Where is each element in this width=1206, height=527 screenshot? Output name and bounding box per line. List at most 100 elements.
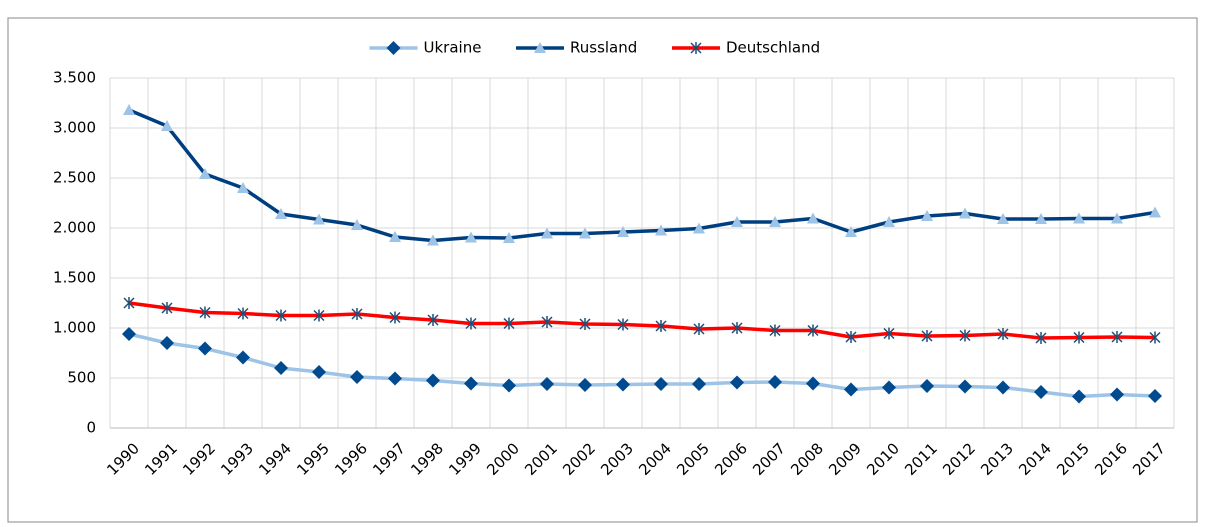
- marker-triangle: [845, 226, 857, 237]
- y-tick-label: 0: [86, 419, 96, 437]
- marker-asterisk: [351, 308, 363, 320]
- marker-diamond: [730, 375, 744, 390]
- legend-label: Deutschland: [726, 39, 820, 57]
- marker-asterisk: [1073, 331, 1085, 344]
- marker-asterisk: [959, 329, 971, 342]
- marker-triangle: [351, 219, 363, 230]
- marker-asterisk: [690, 42, 702, 54]
- marker-diamond: [426, 373, 440, 388]
- marker-asterisk: [161, 302, 173, 314]
- marker-diamond: [882, 380, 896, 395]
- marker-asterisk: [465, 317, 477, 330]
- chart-frame: [7, 17, 1198, 523]
- marker-triangle: [921, 210, 933, 221]
- marker-diamond: [1072, 389, 1086, 404]
- marker-triangle: [123, 104, 135, 115]
- marker-asterisk: [845, 331, 857, 343]
- marker-asterisk: [199, 306, 211, 319]
- marker-asterisk: [1149, 331, 1161, 344]
- marker-diamond: [464, 376, 478, 391]
- marker-asterisk: [313, 309, 325, 322]
- marker-asterisk: [731, 322, 743, 334]
- marker-asterisk: [997, 328, 1009, 340]
- marker-asterisk: [123, 297, 135, 309]
- marker-asterisk: [921, 330, 933, 342]
- marker-asterisk: [275, 309, 287, 322]
- legend-label: Ukraine: [424, 39, 482, 57]
- marker-diamond: [616, 377, 630, 392]
- marker-diamond: [1148, 389, 1162, 403]
- marker-triangle: [617, 226, 629, 237]
- series-line: [128, 108, 1156, 243]
- marker-triangle: [959, 207, 971, 219]
- marker-diamond: [958, 379, 972, 394]
- marker-asterisk: [617, 318, 629, 331]
- marker-asterisk: [769, 324, 781, 337]
- marker-diamond: [768, 375, 782, 389]
- marker-diamond: [160, 336, 174, 350]
- marker-triangle: [313, 213, 325, 225]
- marker-diamond: [692, 377, 706, 391]
- marker-diamond: [350, 370, 364, 384]
- series-line: [128, 301, 1156, 340]
- marker-diamond: [312, 365, 326, 379]
- marker-triangle: [731, 216, 743, 227]
- marker-triangle: [807, 212, 819, 224]
- marker-triangle: [427, 234, 439, 246]
- marker-asterisk: [655, 320, 667, 332]
- marker-triangle: [655, 224, 667, 236]
- marker-diamond: [806, 376, 820, 391]
- marker-diamond: [122, 327, 136, 341]
- marker-triangle: [161, 120, 173, 131]
- marker-triangle: [503, 232, 515, 243]
- marker-diamond: [996, 380, 1010, 395]
- y-tick-label: 3.500: [53, 69, 96, 87]
- marker-asterisk: [389, 311, 401, 324]
- marker-diamond: [540, 377, 554, 391]
- marker-asterisk: [427, 314, 439, 326]
- marker-asterisk: [541, 316, 553, 328]
- marker-triangle: [237, 182, 249, 193]
- marker-triangle: [1149, 206, 1161, 218]
- marker-diamond: [236, 350, 250, 365]
- marker-diamond: [1110, 387, 1124, 402]
- marker-triangle: [693, 222, 705, 234]
- marker-diamond: [578, 378, 592, 392]
- y-tick-label: 1.000: [53, 319, 96, 337]
- marker-triangle: [1073, 212, 1085, 224]
- marker-diamond: [502, 378, 516, 393]
- marker-diamond: [198, 341, 212, 356]
- series-line: [128, 332, 1156, 399]
- marker-triangle: [465, 231, 477, 243]
- y-tick-label: 500: [67, 369, 96, 387]
- legend-label: Russland: [570, 39, 637, 57]
- marker-diamond: [274, 361, 288, 375]
- marker-asterisk: [1035, 332, 1047, 344]
- y-tick-label: 2.000: [53, 219, 96, 237]
- marker-diamond: [654, 377, 668, 391]
- marker-asterisk: [883, 327, 895, 340]
- marker-triangle: [534, 42, 546, 53]
- marker-triangle: [1035, 213, 1047, 224]
- marker-asterisk: [237, 307, 249, 320]
- marker-triangle: [769, 216, 781, 227]
- marker-diamond: [844, 382, 858, 397]
- marker-diamond: [1034, 385, 1048, 399]
- marker-triangle: [579, 227, 591, 239]
- marker-asterisk: [579, 318, 591, 330]
- marker-diamond: [386, 41, 401, 55]
- marker-triangle: [541, 227, 553, 239]
- y-tick-label: 1.500: [53, 269, 96, 287]
- marker-triangle: [389, 231, 401, 242]
- marker-triangle: [275, 208, 287, 219]
- marker-triangle: [199, 168, 211, 179]
- marker-triangle: [997, 213, 1009, 224]
- marker-asterisk: [807, 324, 819, 337]
- y-tick-label: 3.000: [53, 119, 96, 137]
- marker-diamond: [388, 371, 402, 386]
- marker-asterisk: [503, 317, 515, 330]
- marker-asterisk: [693, 323, 705, 335]
- marker-diamond: [920, 379, 934, 393]
- marker-triangle: [1111, 212, 1123, 224]
